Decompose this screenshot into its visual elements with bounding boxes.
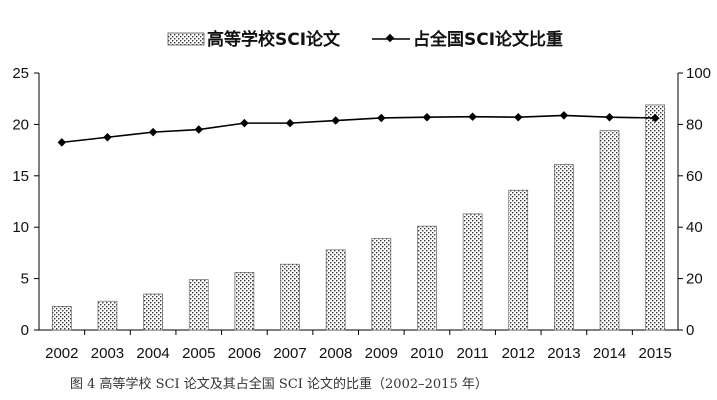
bar: [462, 213, 483, 331]
bar: [97, 300, 118, 331]
x-tick-label: 2015: [638, 345, 671, 362]
right-tick-label: 0: [686, 322, 694, 339]
axes: [38, 73, 679, 331]
x-tick-label: 2004: [136, 345, 169, 362]
line-point: [194, 125, 203, 134]
left-tick-label: 0: [21, 322, 29, 339]
bar: [280, 263, 300, 331]
x-tick-label: 2008: [319, 345, 352, 362]
line-point: [148, 127, 158, 137]
line-point: [468, 112, 477, 121]
left-tick-label: 20: [12, 116, 29, 133]
legend-line-marker: [385, 33, 395, 43]
line-point: [559, 111, 569, 120]
figure-caption: 图 4 高等学校 SCI 论文及其占全国 SCI 论文的比重（2002–2015…: [70, 377, 488, 392]
line-series: [57, 111, 660, 147]
bar: [234, 272, 255, 331]
bar: [51, 306, 72, 331]
x-tick-label: 2009: [365, 345, 398, 362]
x-tick-label: 2014: [593, 345, 626, 362]
legend-bar-swatch: [167, 32, 205, 46]
line-point: [103, 133, 112, 142]
right-tick-label: 60: [686, 168, 703, 185]
line-point: [514, 112, 523, 122]
x-axis-ticks: 2002 2003 2004 2005 2006 2007 2008 2009 2010 2011…: [45, 330, 672, 362]
x-tick-label: 2003: [91, 345, 124, 362]
x-tick-label: 2006: [228, 345, 261, 362]
right-tick-label: 40: [686, 219, 703, 236]
bar: [371, 238, 392, 331]
bar: [417, 225, 437, 331]
line-point: [57, 138, 67, 147]
line-point: [285, 118, 295, 128]
legend-line-label: 占全国SCI论文比重: [413, 29, 563, 50]
right-tick-label: 20: [686, 271, 703, 288]
x-tick-label: 2010: [410, 345, 443, 362]
bar: [508, 189, 529, 331]
bar-series: [51, 104, 666, 331]
x-tick-label: 2005: [182, 345, 215, 362]
bar: [325, 249, 346, 331]
x-tick-label: 2002: [45, 345, 78, 362]
legend-bar-label: 高等学校SCI论文: [207, 29, 341, 50]
x-tick-label: 2007: [273, 345, 306, 362]
right-tick-label: 100: [686, 65, 711, 82]
line-point: [605, 112, 614, 122]
bar: [143, 293, 163, 331]
left-tick-label: 5: [21, 271, 29, 288]
x-tick-label: 2012: [502, 345, 535, 362]
right-tick-label: 80: [686, 116, 703, 133]
bar: [554, 164, 574, 331]
share-line: [61, 114, 656, 144]
line-point: [331, 116, 340, 125]
line-point: [377, 113, 386, 123]
legend: 高等学校SCI论文 占全国SCI论文比重: [167, 29, 563, 50]
right-axis-ticks: 0 20 40 60 80 100: [678, 65, 711, 339]
x-tick-label: 2011: [456, 345, 488, 362]
bar: [645, 104, 666, 331]
line-point: [422, 112, 432, 122]
x-tick-label: 2013: [547, 345, 580, 362]
left-tick-label: 15: [12, 168, 29, 185]
bar: [188, 279, 209, 331]
left-tick-label: 25: [12, 65, 29, 82]
left-axis-ticks: 0 5 10 15 20 25: [12, 65, 39, 339]
bar: [599, 130, 620, 331]
left-tick-label: 10: [12, 219, 29, 236]
line-point: [240, 118, 249, 128]
